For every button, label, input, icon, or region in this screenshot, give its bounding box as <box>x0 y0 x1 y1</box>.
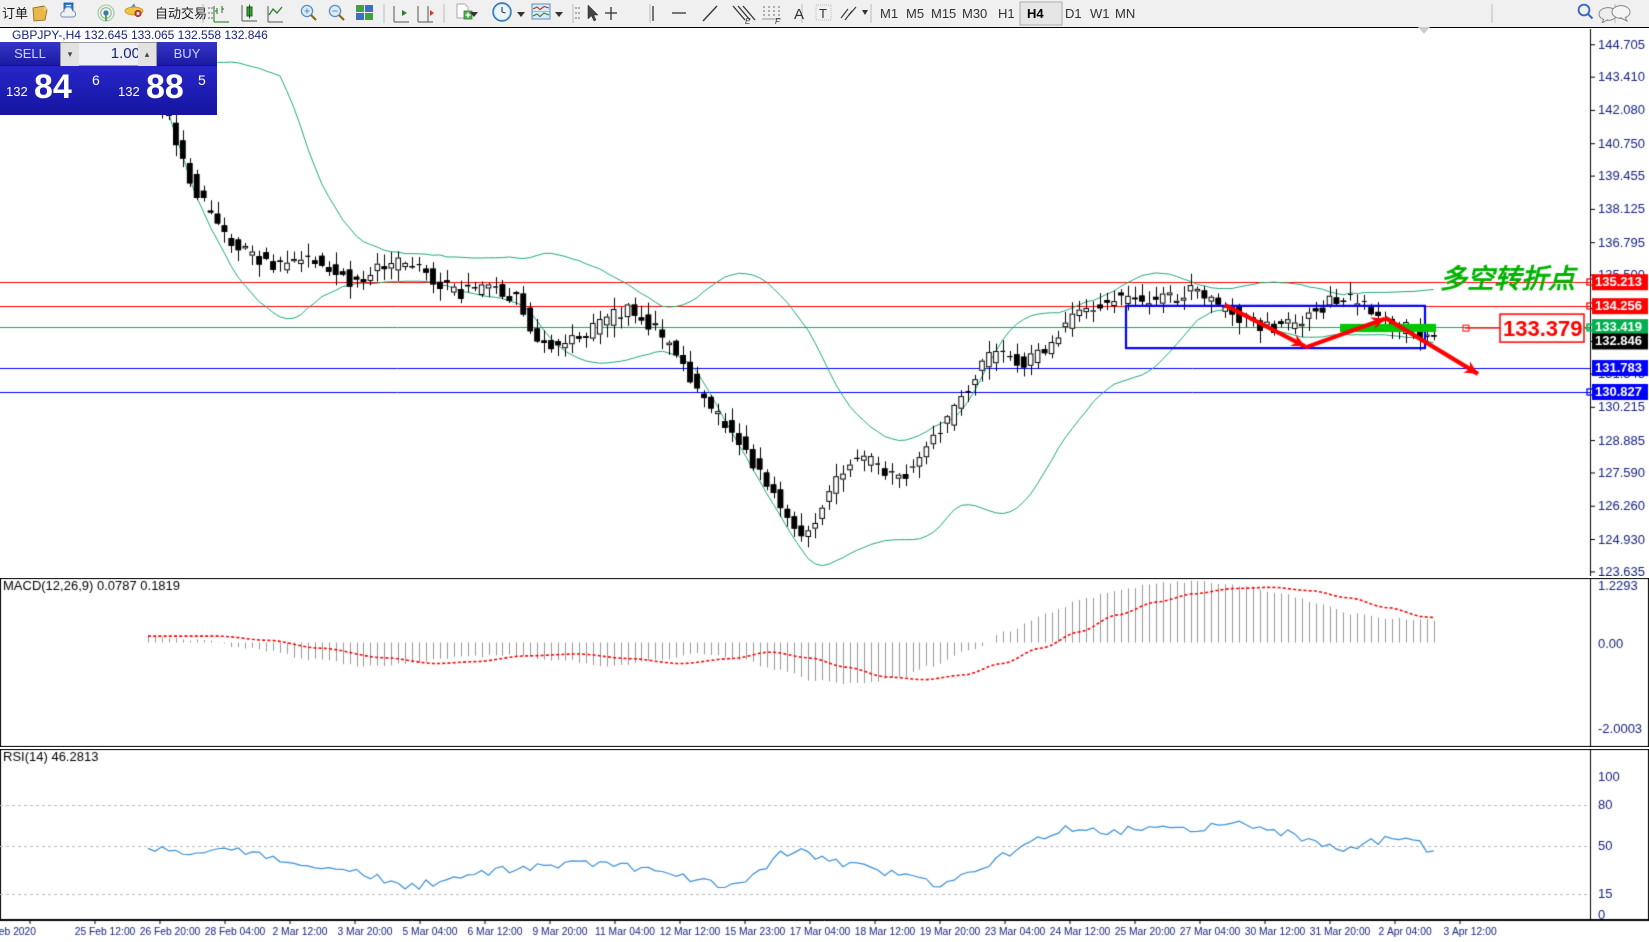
svg-text:W1: W1 <box>1090 6 1110 21</box>
svg-text:H1: H1 <box>998 6 1015 21</box>
svg-text:M15: M15 <box>931 6 956 21</box>
svg-text:M30: M30 <box>962 6 987 21</box>
svg-text:MN: MN <box>1115 6 1135 21</box>
svg-text:E: E <box>745 17 751 26</box>
svg-text:H4: H4 <box>1027 6 1044 21</box>
svg-text:D1: D1 <box>1065 6 1082 21</box>
svg-text:A: A <box>794 6 804 23</box>
svg-text:T: T <box>819 6 827 21</box>
svg-text:自动交易: 自动交易 <box>155 6 207 21</box>
svg-text:F: F <box>775 17 781 26</box>
svg-text:M5: M5 <box>906 6 924 21</box>
svg-text:订单: 订单 <box>2 6 28 21</box>
svg-text:M1: M1 <box>880 6 898 21</box>
